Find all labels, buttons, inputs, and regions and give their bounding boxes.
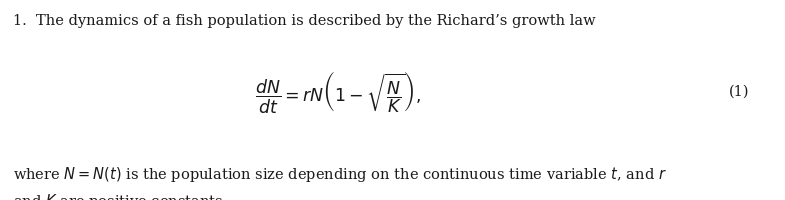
Text: 1.  The dynamics of a fish population is described by the Richard’s growth law: 1. The dynamics of a fish population is … <box>13 14 596 28</box>
Text: $\dfrac{dN}{dt} = rN\left(1 - \sqrt{\dfrac{N}{K}}\right),$: $\dfrac{dN}{dt} = rN\left(1 - \sqrt{\dfr… <box>254 69 421 115</box>
Text: (1): (1) <box>729 85 750 99</box>
Text: and $K$ are positive constants.: and $K$ are positive constants. <box>13 192 228 200</box>
Text: where $N = N(t)$ is the population size depending on the continuous time variabl: where $N = N(t)$ is the population size … <box>13 165 667 184</box>
